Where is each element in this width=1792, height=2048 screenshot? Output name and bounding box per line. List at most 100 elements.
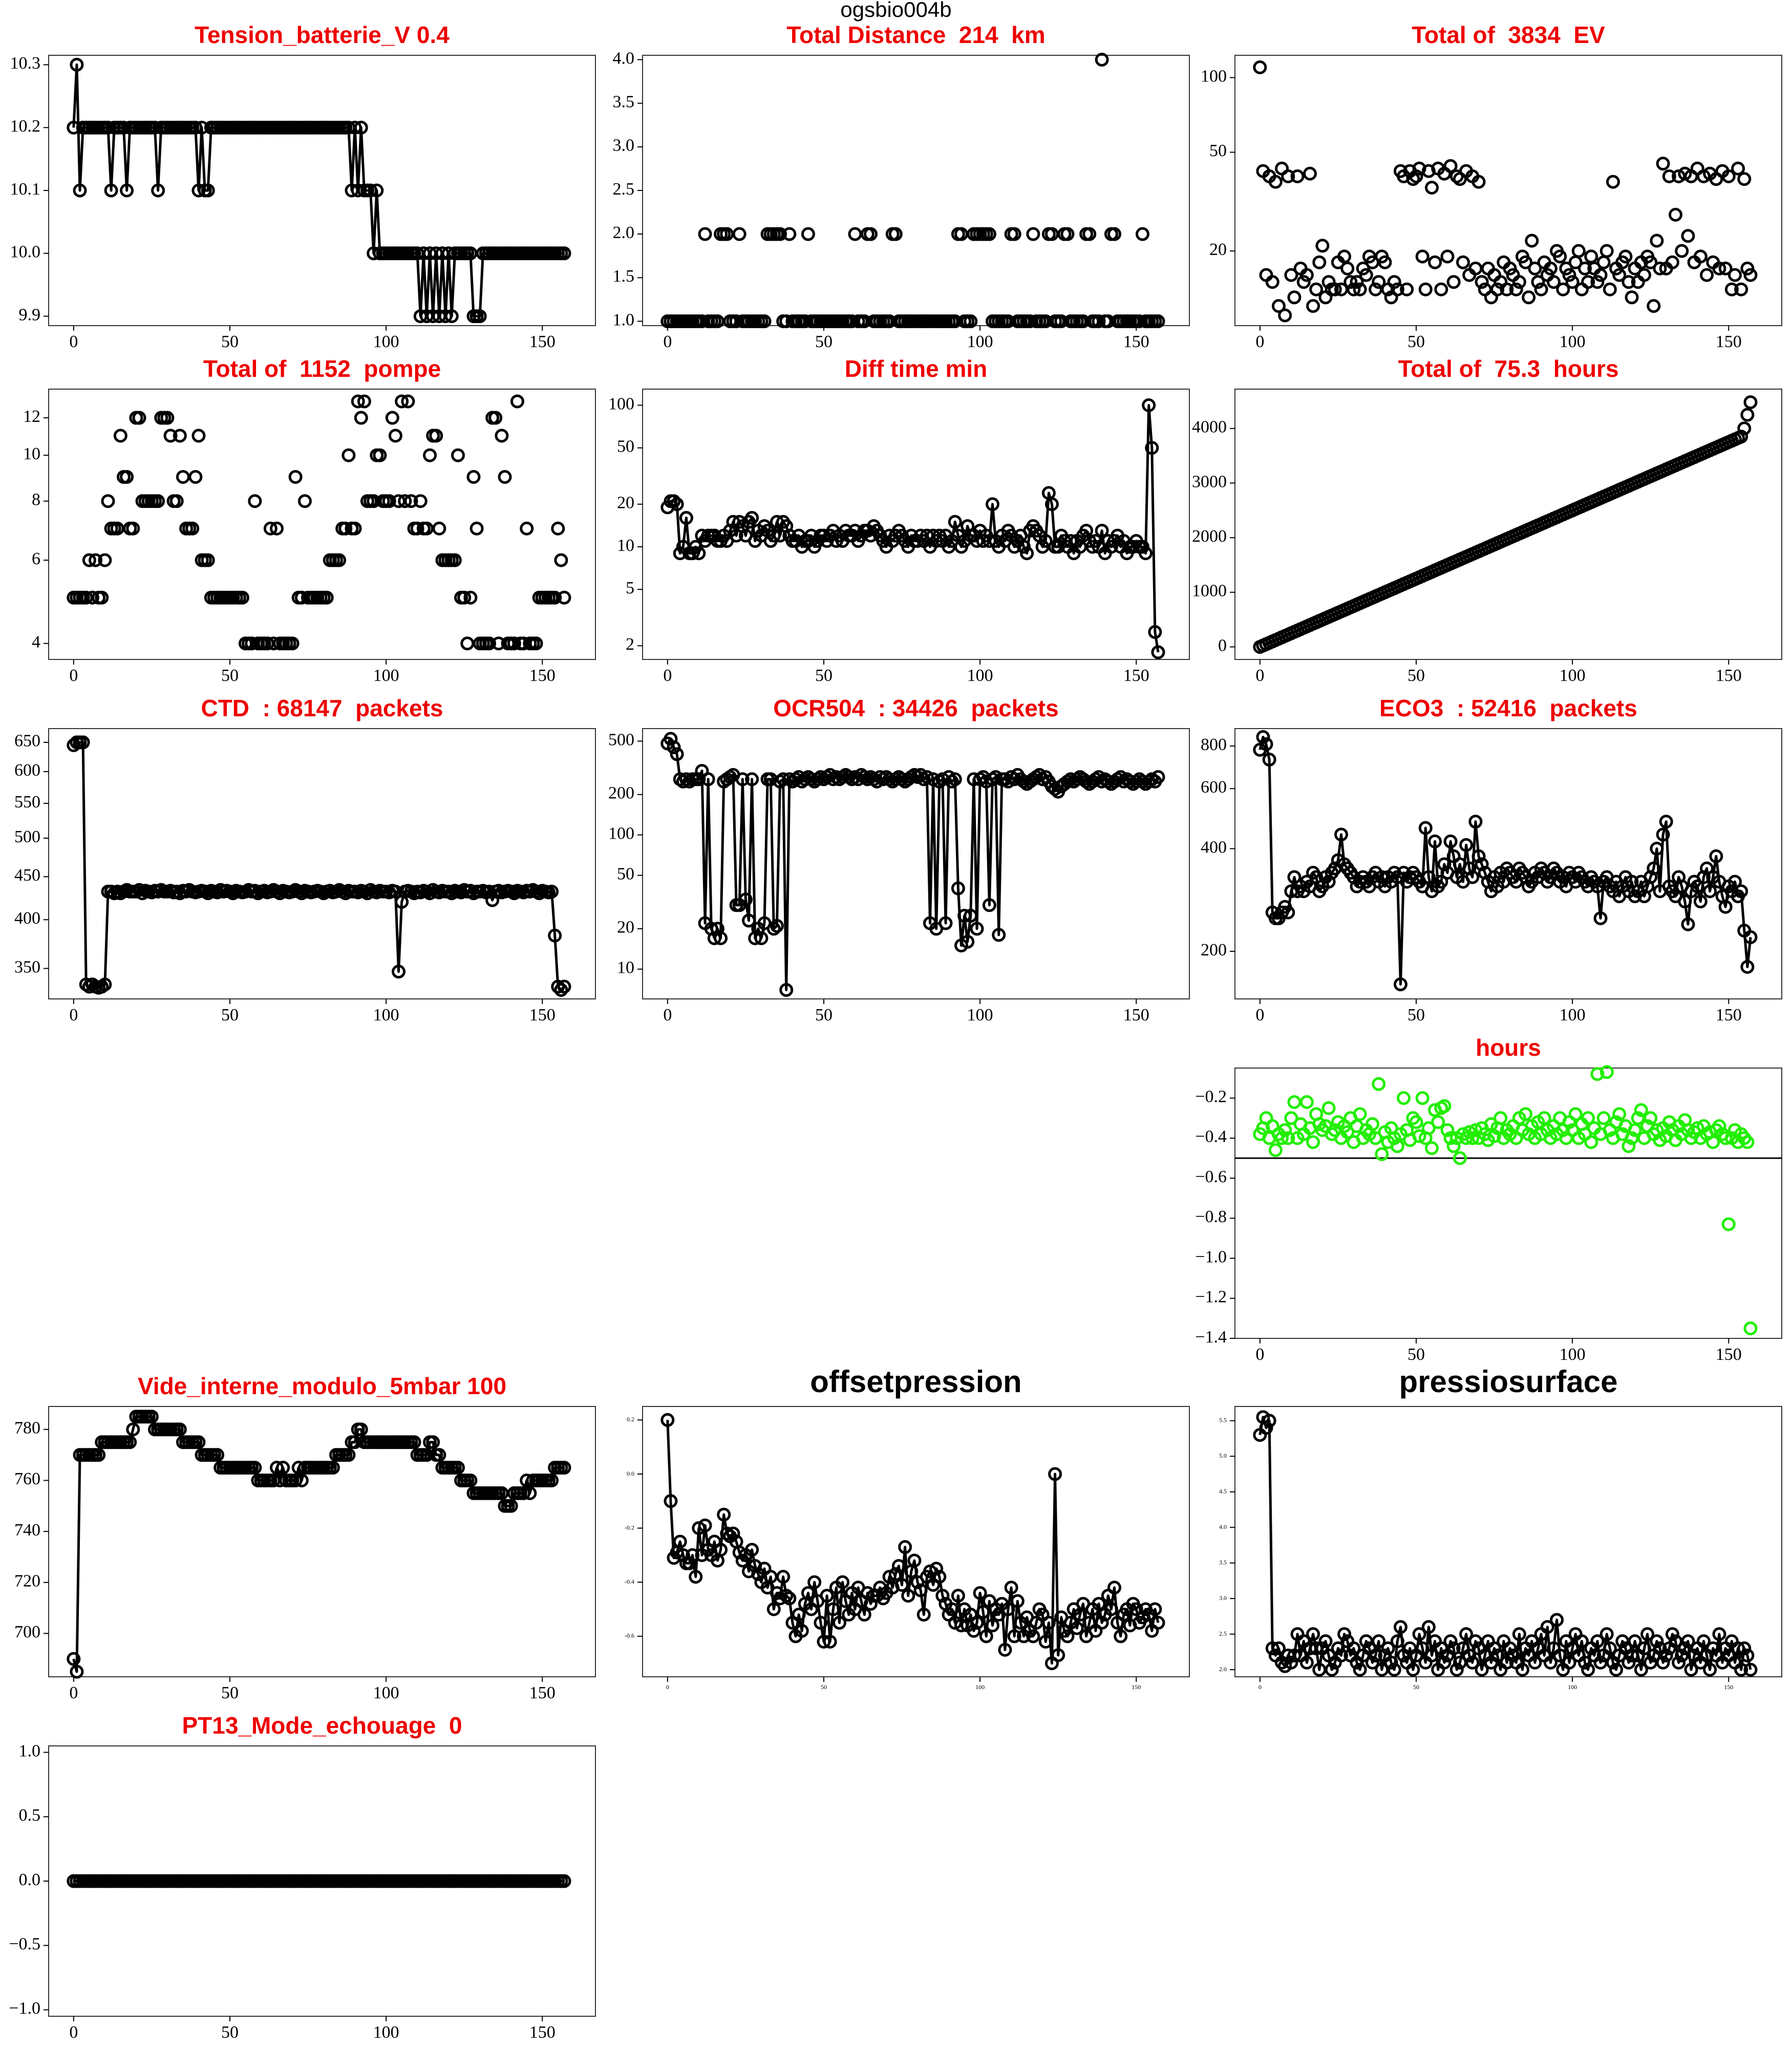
y-tick-label: 0.0	[19, 1870, 41, 1889]
y-tick-label: −1.0	[9, 1999, 40, 2018]
data-point	[1603, 1641, 1617, 1655]
data-point	[85, 590, 99, 605]
data-point	[1456, 255, 1470, 269]
data-point	[76, 735, 90, 750]
data-point	[967, 1624, 981, 1638]
data-point	[485, 893, 500, 907]
data-point	[1312, 255, 1327, 269]
data-point	[1306, 1627, 1320, 1641]
y-tick-label: 5	[626, 579, 634, 598]
data-point	[895, 1577, 909, 1592]
data-point	[470, 521, 484, 536]
x-tick-label: 0	[1258, 1683, 1262, 1691]
data-point	[1625, 874, 1639, 889]
plot-frame	[1234, 55, 1782, 326]
data-point	[986, 497, 1000, 511]
data-point	[151, 183, 165, 198]
plot-frame	[1234, 1068, 1782, 1339]
y-tick-label: 200	[1201, 941, 1227, 959]
data-point	[1656, 827, 1670, 842]
data-point	[89, 553, 103, 567]
data-point	[1135, 540, 1149, 554]
data-point	[1393, 977, 1407, 992]
data-point	[1731, 1641, 1745, 1655]
data-point	[1599, 244, 1614, 258]
data-point	[1443, 1131, 1458, 1145]
data-point	[826, 1602, 840, 1616]
data-point	[998, 1642, 1012, 1657]
y-tick-label: −1.0	[1195, 1247, 1227, 1266]
data-point	[1590, 1067, 1605, 1081]
x-tick-label: 100	[373, 2023, 399, 2042]
data-point	[1612, 1107, 1627, 1121]
data-point	[1381, 1641, 1395, 1655]
data-point	[548, 590, 562, 605]
data-point	[201, 553, 215, 567]
data-point	[1340, 261, 1355, 275]
data-point	[92, 1448, 106, 1462]
chart-title: OCR504 : 34426 packets	[773, 695, 1058, 721]
y-tick-label: 0.2	[627, 1416, 634, 1423]
y-tick-label: 800	[1201, 735, 1227, 754]
data-point	[447, 553, 462, 567]
data-point	[807, 1575, 822, 1589]
data-point	[1278, 1123, 1292, 1137]
x-tick-label: 50	[821, 1683, 827, 1691]
data-point	[1712, 1627, 1726, 1641]
data-point	[801, 1586, 815, 1600]
data-point	[1038, 534, 1053, 548]
data-point	[1278, 308, 1292, 323]
y-tick-label: 400	[14, 909, 40, 928]
data-point	[1571, 244, 1586, 258]
data-point	[1437, 857, 1452, 871]
data-point	[507, 636, 521, 651]
data-point	[1690, 879, 1704, 893]
y-tick-label: 3000	[1192, 472, 1227, 491]
data-point	[1743, 1662, 1758, 1677]
data-point	[188, 470, 203, 484]
plot-frame	[48, 1406, 596, 1677]
chart-title: offsetpression	[810, 1364, 1021, 1399]
plot-frame	[1234, 1406, 1782, 1677]
data-point	[1584, 249, 1598, 264]
y-tick-label: 4.0	[1219, 1523, 1227, 1530]
data-point	[1568, 1107, 1583, 1121]
data-point	[1421, 870, 1436, 884]
data-point	[1603, 282, 1617, 296]
data-point	[1390, 282, 1404, 296]
data-point	[1135, 227, 1149, 241]
data-point	[1400, 282, 1414, 296]
data-point	[1347, 282, 1361, 296]
y-tick-label: 5.0	[1219, 1452, 1227, 1459]
data-point	[1437, 1655, 1452, 1670]
data-point	[738, 892, 753, 907]
data-point	[557, 979, 571, 994]
data-point	[1259, 1421, 1273, 1435]
y-tick-label: 5.5	[1219, 1417, 1227, 1424]
data-point	[385, 411, 399, 425]
data-point	[698, 1518, 712, 1532]
data-point	[163, 429, 178, 443]
x-tick-label: 100	[373, 1006, 399, 1025]
data-point	[1718, 1131, 1733, 1145]
data-point	[276, 1461, 290, 1475]
data-point	[1553, 1648, 1567, 1662]
x-tick-label: 0	[69, 1006, 78, 1025]
data-point	[504, 1499, 518, 1513]
data-point	[132, 883, 146, 897]
data-point	[1409, 1115, 1423, 1129]
data-point	[1475, 1662, 1489, 1677]
data-point	[1375, 1147, 1389, 1161]
data-point	[1656, 1655, 1670, 1670]
data-point	[1390, 1139, 1404, 1154]
y-tick-label: 0	[1218, 636, 1227, 655]
y-tick-label: 2.0	[1219, 1666, 1227, 1673]
data-point	[551, 521, 565, 536]
data-point	[891, 1559, 906, 1573]
data-point	[1325, 1662, 1339, 1677]
x-tick-label: 0	[69, 332, 78, 351]
data-point	[1387, 275, 1401, 289]
data-point	[823, 1634, 837, 1649]
data-point	[101, 494, 115, 508]
data-point	[982, 898, 996, 912]
